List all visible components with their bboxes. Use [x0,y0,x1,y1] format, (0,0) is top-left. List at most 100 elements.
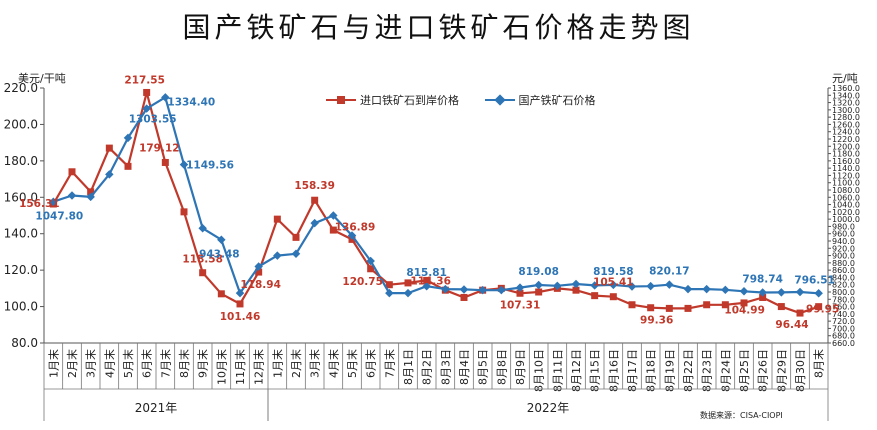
legend-label-domestic: 国产铁矿石价格 [518,94,596,107]
x-axis-tick-label: 8月30日 [794,349,807,392]
imported-price-data-label: 217.55 [124,74,165,86]
right-axis-tick-label: 1320.0 [832,99,860,108]
domestic-price-point [515,283,525,292]
left-axis-tick-label: 80.0 [11,336,38,350]
x-axis-tick-label: 10月末 [214,349,228,385]
domestic-price-point [49,197,58,206]
domestic-price-point [777,288,786,297]
imported-price-point [628,301,636,309]
legend-label-imported: 进口铁矿石到岸价格 [360,94,459,107]
domestic-price-point [142,104,151,113]
x-axis-tick-label: 8月18日 [645,349,658,392]
imported-price-data-label: 101.46 [220,311,261,323]
imported-price-point [609,293,617,301]
domestic-price-point [105,170,114,179]
imported-price-point [311,196,319,204]
domestic-price-point [179,160,189,169]
imported-price-point [105,144,113,152]
legend-square-marker-icon [326,94,356,106]
imported-price-data-label: 118.94 [240,279,281,291]
left-axis-tick-label: 160.0 [4,190,38,204]
right-axis-tick-label: 1180.0 [832,150,860,159]
imported-price-point [180,208,188,216]
domestic-price-point [217,235,226,244]
imported-price-point [292,233,300,241]
x-axis-tick-label: 8月12日 [570,349,583,392]
imported-price-point [591,292,599,300]
right-axis-tick-label: 1200.0 [832,142,860,151]
x-axis-tick-label: 8月26日 [757,349,770,392]
imported-price-data-label: 107.31 [500,299,541,311]
x-axis-tick-label: 8月22日 [682,349,695,392]
right-axis-tick-label: 1340.0 [832,91,860,100]
domestic-price-data-label: 820.17 [649,266,690,278]
imported-price-point [759,293,767,301]
domestic-price-point [646,281,655,291]
x-axis-tick-label: 6月末 [364,349,378,378]
domestic-price-data-label: 1149.56 [186,160,234,172]
left-axis-tick-label: 180.0 [4,154,38,168]
left-axis-tick-label: 100.0 [4,300,38,314]
x-axis-tick-label: 11月末 [233,349,247,385]
domestic-price-point [590,281,599,290]
imported-price-point [535,288,543,296]
imported-price-point [404,279,412,287]
domestic-price-point [814,289,823,298]
imported-price-point [684,304,692,312]
x-axis-tick-label: 12月末 [252,349,266,385]
imported-price-point [124,162,132,170]
right-axis-tick-label: 1220.0 [832,135,860,144]
domestic-price-point [329,211,338,220]
domestic-price-point [366,256,375,266]
x-axis-tick-label: 8月3日 [439,349,452,385]
domestic-price-point [161,93,170,102]
right-axis-tick-label: 940.0 [832,237,855,246]
right-axis-tick-label: 660.0 [832,339,855,348]
domestic-price-point [627,282,637,291]
imported-price-point [796,309,804,317]
right-axis-tick-label: 740.0 [832,310,855,319]
imported-price-data-label: 96.44 [775,319,808,331]
domestic-price-point [385,288,394,298]
imported-price-data-label: 99.36 [640,315,673,327]
imported-price-point [815,303,823,311]
right-axis-tick-label: 900.0 [832,252,855,261]
chart-title: 国产铁矿石与进口铁矿石价格走势图 [182,11,695,44]
x-axis-tick-label: 8月25日 [738,349,751,392]
x-axis-tick-label: 3月末 [84,349,98,378]
right-axis-tick-label: 680.0 [832,332,855,341]
x-axis-tick-label: 8月29日 [775,349,788,392]
imported-price-point [460,293,468,301]
domestic-price-point [291,249,301,258]
x-axis-tick-label: 8月2日 [421,349,434,385]
domestic-price-point [273,251,282,260]
legend-diamond-marker-icon [484,94,515,106]
imported-price-point [740,299,748,307]
domestic-price-point [553,281,562,291]
x-axis-tick-label: 5月末 [345,349,359,378]
right-axis-tick-label: 840.0 [832,273,855,282]
imported-price-data-label: 120.75 [342,276,383,288]
right-axis-tick-label: 880.0 [832,259,855,268]
x-axis-tick-label: 7月末 [382,349,396,378]
domestic-price-point [665,280,674,289]
x-axis-tick-label: 8月16日 [607,349,620,392]
domestic-price-point [795,287,805,297]
domestic-price-point [721,285,730,295]
domestic-price-data-label: 1303.55 [129,114,177,126]
imported-price-data-label: 179.12 [139,142,180,154]
x-axis-tick-label: 1月末 [46,349,60,378]
imported-price-point [703,301,711,309]
imported-price-data-label: 156.31 [19,198,60,210]
domestic-price-point [347,231,357,240]
domestic-price-point [86,192,95,202]
right-axis-tick-label: 1100.0 [832,179,860,188]
domestic-price-point [123,133,133,143]
imported-price-point [721,301,729,309]
left-axis-tick-label: 200.0 [4,117,38,131]
domestic-price-point [422,281,431,291]
domestic-price-data-label: 1047.80 [35,211,83,223]
imported-price-data-label: 99.95 [806,304,839,316]
legend: 进口铁矿石到岸价格 国产铁矿石价格 [326,92,618,109]
